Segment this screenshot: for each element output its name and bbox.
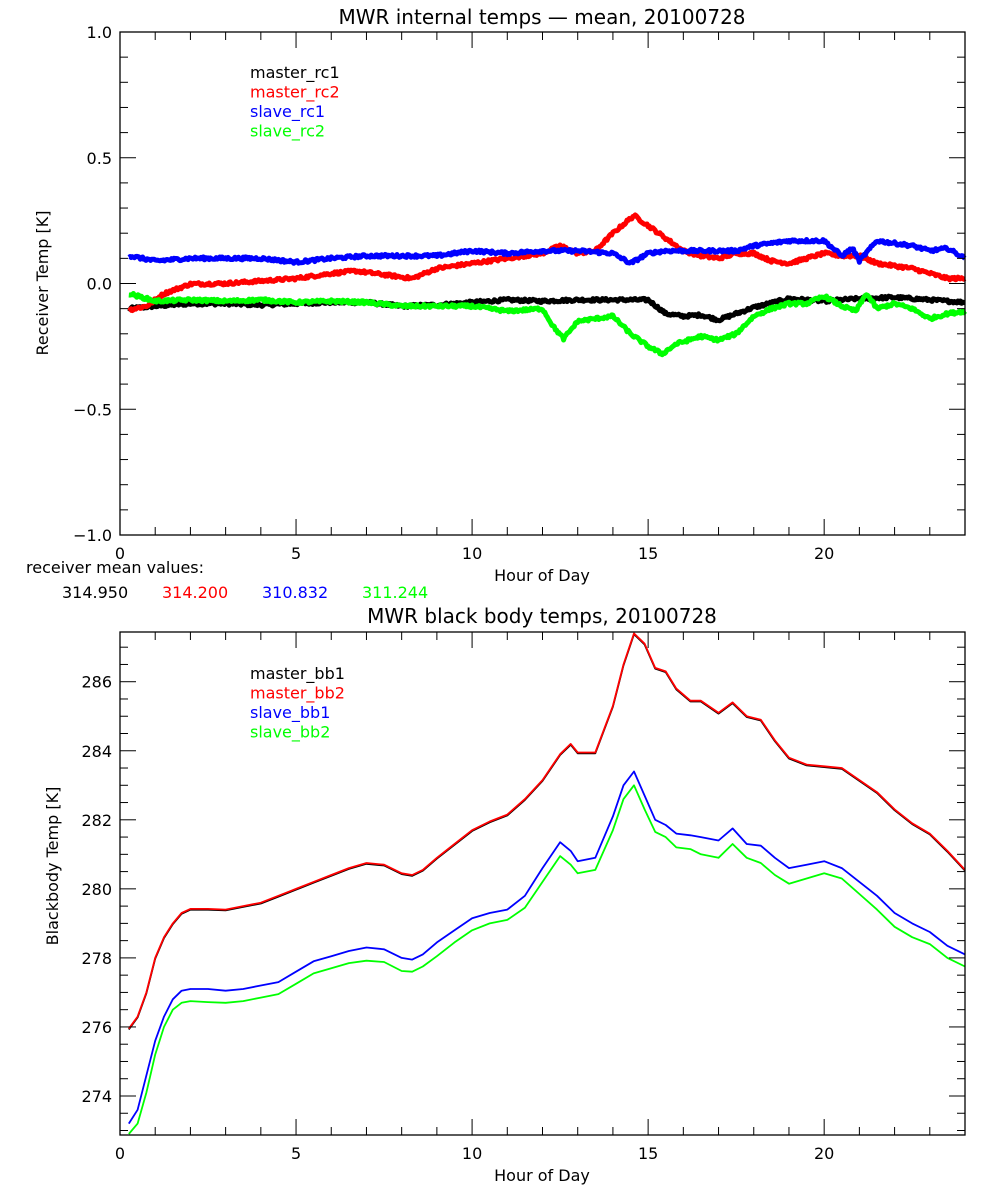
- y-axis-label: Receiver Temp [K]: [33, 210, 52, 355]
- y-tick-label: 0.0: [87, 275, 112, 294]
- mean-value: 310.832: [262, 583, 328, 602]
- y-tick-label: −1.0: [73, 526, 112, 545]
- blackbody-temps-chart: MWR black body temps, 20100728 0 5 10 15 20 2…: [43, 604, 966, 1185]
- y-tick-label: 284: [81, 742, 112, 761]
- mean-value: 314.950: [62, 583, 128, 602]
- x-tick-label: 5: [291, 544, 301, 563]
- y-tick-label: 282: [81, 811, 112, 830]
- receiver-temps-chart: MWR internal temps — mean, 20100728 0 5 10…: [26, 5, 967, 602]
- x-tick-label: 0: [115, 1144, 125, 1163]
- y-tick-label: 278: [81, 949, 112, 968]
- legend-item-master-bb1: master_bb1: [250, 664, 345, 684]
- x-tick-label: 10: [462, 544, 482, 563]
- y-tick-label: 274: [81, 1087, 112, 1106]
- x-tick-label: 20: [814, 1144, 834, 1163]
- series-line-master-bb2: [128, 632, 966, 1030]
- y-tick-label: 280: [81, 880, 112, 899]
- series-traces: [128, 632, 966, 1135]
- legend-item-master-rc1: master_rc1: [250, 63, 340, 83]
- axis-ticks: 0 5 10 15 20 274 276 278 280 282 284 286: [81, 632, 965, 1163]
- legend-item-master-rc2: master_rc2: [250, 83, 340, 103]
- legend-item-slave-rc1: slave_rc1: [250, 102, 325, 122]
- series-traces: [127, 212, 967, 358]
- series-line-slave-bb1: [128, 770, 966, 1125]
- legend-item-slave-rc2: slave_rc2: [250, 122, 325, 142]
- y-tick-label: 276: [81, 1018, 112, 1037]
- series-line-slave-rc1: [127, 237, 967, 266]
- y-tick-label: 1.0: [87, 23, 112, 42]
- legend-item-slave-bb2: slave_bb2: [250, 723, 330, 743]
- series-line-master-rc2: [127, 212, 967, 314]
- mean-value: 314.200: [162, 583, 228, 602]
- x-tick-label: 20: [814, 544, 834, 563]
- series-line-slave-bb2: [128, 784, 966, 1135]
- x-tick-label: 15: [638, 1144, 658, 1163]
- axis-ticks: 0 5 10 15 20 −1.0 −0.5 0.0 0.5 1.0: [73, 23, 965, 563]
- y-tick-label: 286: [81, 673, 112, 692]
- x-axis-label: Hour of Day: [494, 566, 590, 585]
- chart-title: MWR black body temps, 20100728: [367, 604, 717, 628]
- y-tick-label: 0.5: [87, 149, 112, 168]
- x-axis-label: Hour of Day: [494, 1166, 590, 1185]
- x-tick-label: 10: [462, 1144, 482, 1163]
- mean-value: 311.244: [362, 583, 428, 602]
- mean-values-label: receiver mean values:: [26, 558, 204, 577]
- x-tick-label: 15: [638, 544, 658, 563]
- y-tick-label: −0.5: [73, 400, 112, 419]
- chart-title: MWR internal temps — mean, 20100728: [338, 5, 745, 29]
- series-line-slave-rc2: [127, 291, 967, 358]
- legend-item-slave-bb1: slave_bb1: [250, 703, 330, 723]
- x-tick-label: 0: [115, 544, 125, 563]
- legend-item-master-bb2: master_bb2: [250, 684, 345, 704]
- mean-values: 314.950 314.200 310.832 311.244: [62, 583, 428, 602]
- x-tick-label: 5: [291, 1144, 301, 1163]
- y-axis-label: Blackbody Temp [K]: [43, 787, 62, 946]
